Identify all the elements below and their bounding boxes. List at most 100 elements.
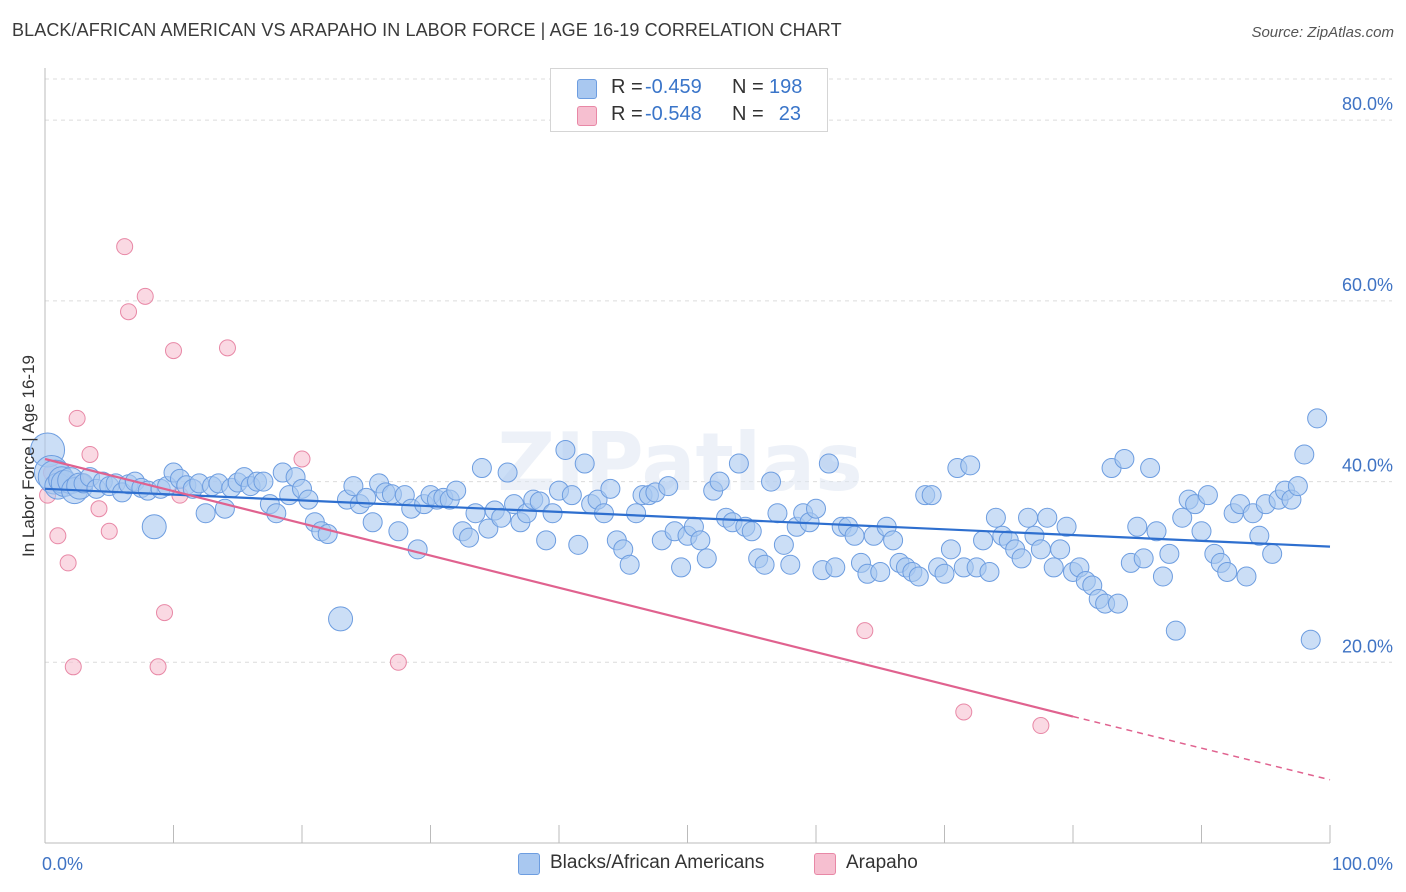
legend-r-value: -0.548 [645, 103, 702, 125]
black-point [921, 485, 942, 506]
arapaho-point [156, 604, 174, 622]
black-point [870, 561, 891, 582]
correlation-legend: R = -0.459 N = 198 R = -0.548 N = 23 [550, 68, 828, 132]
black-point [1294, 444, 1315, 465]
black-point [1172, 507, 1193, 528]
black-point [1159, 543, 1180, 564]
arapaho-point [165, 342, 182, 360]
arapaho-point [100, 522, 118, 540]
black-point [985, 507, 1006, 528]
black-point [1165, 620, 1186, 641]
black-point [471, 458, 492, 479]
black-point [1140, 458, 1161, 479]
legend-row-arapaho: R = -0.548 N = 23 [551, 101, 827, 129]
legend-r-value: -0.459 [645, 76, 702, 98]
black-point [1037, 507, 1058, 528]
black-point [1146, 521, 1167, 542]
arapaho-point [90, 500, 108, 518]
black-point [960, 455, 981, 476]
chart-title: BLACK/AFRICAN AMERICAN VS ARAPAHO IN LAB… [12, 20, 842, 40]
black-point [465, 503, 486, 524]
black-point [568, 534, 589, 555]
black-point [973, 530, 994, 551]
black-point [1287, 476, 1308, 497]
black-points [30, 408, 1328, 650]
black-point [1217, 561, 1238, 582]
black-point [388, 521, 409, 542]
black-point [690, 530, 711, 551]
arapaho-point [389, 653, 407, 671]
series-legend: Blacks/African Americans Arapaho [0, 852, 1406, 878]
black-point [883, 530, 904, 551]
black-point [1249, 525, 1270, 546]
gridlines [45, 78, 1392, 663]
black-point [773, 534, 794, 555]
x-tick-label: 100.0% [1332, 854, 1393, 874]
arapaho-point [856, 622, 874, 640]
legend-n-label: N = [732, 103, 764, 125]
arapaho-point [149, 658, 167, 676]
black-point [407, 539, 428, 560]
legend-r-label: R = [611, 76, 643, 98]
black-point [1300, 629, 1321, 650]
black-point [328, 606, 354, 632]
black-point [1236, 566, 1257, 587]
black-point [555, 439, 576, 460]
black-point [1133, 548, 1154, 569]
arapaho-point [59, 554, 77, 572]
black-point [253, 471, 274, 492]
black-point [940, 539, 961, 560]
tick-labels: 20.0% 40.0% 60.0% 80.0% 0.0% 100.0% [42, 94, 1393, 874]
legend-label-blacks: Blacks/African Americans [550, 852, 765, 873]
black-point [542, 503, 563, 524]
legend-n-value: 23 [778, 103, 801, 125]
arapaho-point [81, 445, 99, 463]
black-point [844, 525, 865, 546]
legend-row-blacks: R = -0.459 N = 198 [551, 74, 827, 102]
black-point [979, 561, 1000, 582]
black-point [1030, 539, 1051, 560]
black-point [1018, 507, 1039, 528]
legend-swatch-blue [577, 79, 597, 99]
black-point [1191, 521, 1212, 542]
black-point [728, 453, 749, 474]
black-point [908, 566, 929, 587]
arapaho-point [120, 303, 138, 321]
arapaho-point [218, 339, 236, 357]
black-point [1262, 543, 1283, 564]
black-point [459, 527, 480, 548]
x-tick-label: 0.0% [42, 854, 83, 874]
black-point [626, 503, 647, 524]
black-point [1114, 449, 1135, 469]
black-point [1050, 539, 1071, 560]
y-axis-title: In Labor Force | Age 16-19 [19, 355, 38, 557]
black-point [1197, 485, 1218, 506]
trend-lines [44, 457, 1331, 781]
arapaho-point [1032, 717, 1050, 735]
black-point [497, 462, 518, 483]
y-tick-label: 80.0% [1342, 94, 1393, 114]
black-point [696, 548, 717, 569]
black-point [195, 503, 216, 524]
black-point [806, 498, 826, 519]
arapaho-point [955, 703, 973, 721]
legend-swatch-pink [814, 853, 836, 875]
arapaho-point [136, 287, 154, 305]
black-point [266, 503, 287, 524]
black-point [671, 557, 692, 578]
legend-n-label: N = [732, 76, 764, 98]
y-tick-label: 60.0% [1342, 275, 1393, 295]
arapaho-trend-line [44, 457, 1074, 718]
black-point [1152, 566, 1173, 587]
black-point [478, 518, 499, 539]
black-point [1011, 548, 1032, 569]
arapaho-point [64, 658, 82, 676]
black-point [754, 554, 775, 575]
blacks-trend-line [44, 487, 1331, 548]
black-point [619, 554, 640, 575]
black-point [934, 563, 955, 584]
y-tick-label: 20.0% [1342, 636, 1393, 656]
source-credit: Source: ZipAtlas.com [1251, 24, 1394, 41]
arapaho-point [293, 450, 311, 468]
black-point [818, 453, 839, 474]
